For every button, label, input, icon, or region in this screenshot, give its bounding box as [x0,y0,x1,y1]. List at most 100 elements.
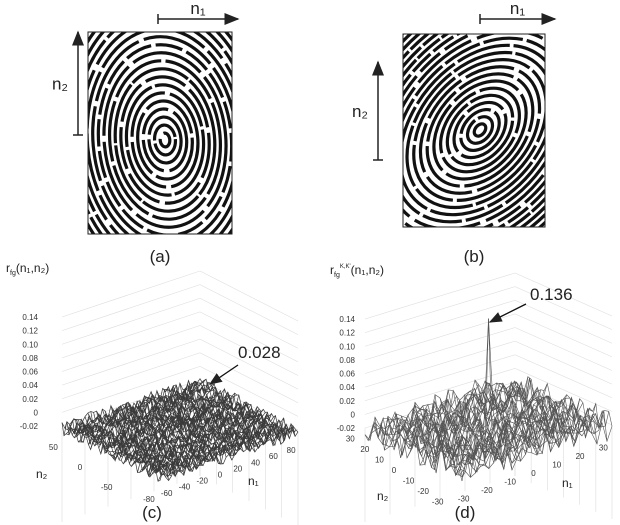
fingerprint [403,34,545,227]
n2-tick-label: 0 [392,466,397,475]
axis-label-v: n₂ [352,102,368,121]
n1-tick-label: 80 [287,446,296,455]
ridge [141,107,189,173]
ridge [465,115,495,145]
n1-tick-label: 20 [233,464,242,473]
z-tick-label: 0.14 [22,313,38,322]
ridge [445,93,515,167]
wall-grid [199,270,299,322]
z-tick-label: 0.06 [22,368,38,377]
wall-grid [199,338,299,390]
wall-grid [199,325,299,376]
wall-grid [199,297,299,349]
wall-grid [364,299,516,347]
peak-annotation: 0.028 [238,343,281,362]
mesh-line [369,423,468,471]
mesh-line [73,418,172,478]
annotation-arrow [208,364,239,385]
ridge [119,75,211,205]
mesh-line [67,423,167,478]
z-label-sub: fg [10,270,16,277]
n2-axis-label: n₂ [36,467,48,481]
n2-tick-label: 30 [346,434,355,443]
wall-grid [199,311,299,363]
z-tick-label: 0.08 [22,354,38,363]
z-label-sup: K,K' [340,264,351,270]
n1-tick-label: 30 [599,443,608,452]
z-tick-label: 0.12 [22,327,38,336]
ridge [88,32,232,234]
mesh-line [155,422,295,478]
axis-label-v: n₂ [52,75,68,94]
wall-grid [364,272,516,320]
z-tick-label: -0.02 [20,422,39,431]
ridge [418,65,542,195]
wall-grid [61,311,201,359]
ridge [130,91,200,189]
caption: (b) [464,247,485,266]
axis-label-h: n₁ [510,0,525,18]
wall-grid [61,366,201,413]
wall-grid [364,381,516,429]
image-frame [87,31,233,235]
z-tick-label: 0.04 [339,383,355,392]
mesh-line [61,422,161,482]
wall-grid [364,340,516,388]
mesh-line [159,429,299,482]
n1-tick-label: -60 [161,489,173,498]
mesh-line [452,410,603,478]
z-label-args: (n₁,n₂) [16,261,49,275]
ridge [136,99,194,181]
n1-tick-label: -80 [143,495,155,504]
n1-tick-label: -20 [481,486,493,495]
n2-tick-label: -30 [432,498,444,507]
wall-grid [514,299,613,344]
ridge [88,32,232,234]
axis-label-h: n₁ [190,0,205,18]
wall-grid [514,313,613,358]
wall-grid [61,352,201,400]
n2-tick-label: 50 [49,443,58,452]
n1-tick-label: 0 [218,471,223,480]
wall-grid [61,270,201,318]
z-axis-label: rfgK,K'(n₁,n₂) [330,263,384,279]
ridge [432,79,528,181]
ridge [459,107,501,153]
n2-axis-label: n₂ [377,489,389,503]
annotation-arrow [488,303,527,323]
wall-grid [61,325,201,372]
wall-grid [61,297,201,345]
n1-axis-label: n₁ [248,474,259,488]
ridge [439,86,521,174]
z-label-base: r [6,261,10,275]
mesh-line [461,422,613,482]
n1-tick-label: 0 [531,469,536,478]
ridge [403,43,545,217]
ridge [403,34,545,227]
wall-grid [364,286,516,333]
wall-grid [61,338,201,386]
ridge [452,100,508,160]
mesh-line [76,419,175,475]
ridge [403,34,545,227]
mesh-line [157,425,297,482]
ridge [91,35,232,234]
ridge [107,59,223,221]
wall-grid [514,340,613,385]
n1-tick-label: -20 [196,477,208,486]
wall-grid [514,327,613,371]
z-tick-label: -0.02 [337,424,356,433]
n1-tick-label: 20 [576,452,585,461]
z-tick-label: 0.04 [22,381,38,390]
z-label-sub: fg [334,272,340,279]
wall-grid [199,284,299,335]
ridge [102,51,228,229]
wall-grid [61,284,201,331]
n2-tick-label: 20 [360,445,369,454]
mesh-line [78,418,178,478]
ridge [403,36,545,224]
wall-grid [199,379,299,431]
n1-tick-label: -10 [504,478,516,487]
n1-tick-label: 10 [552,460,561,469]
